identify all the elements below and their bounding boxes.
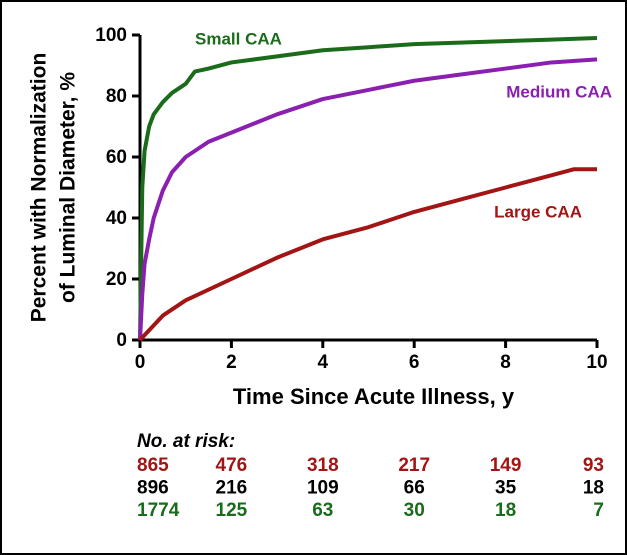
at-risk-value: 18 <box>495 500 516 521</box>
at-risk-value: 93 <box>583 455 604 476</box>
x-tick-label: 10 <box>586 352 607 373</box>
x-tick-label: 4 <box>318 352 329 373</box>
at-risk-value: 149 <box>490 455 522 476</box>
at-risk-value: 35 <box>495 478 517 499</box>
x-axis-label: Time Since Acute Illness, y <box>233 384 515 409</box>
x-tick-label: 8 <box>500 352 511 373</box>
x-tick-label: 2 <box>226 352 237 373</box>
y-tick-label: 0 <box>116 330 127 351</box>
series-line <box>138 36 598 341</box>
at-risk-value: 30 <box>404 500 425 521</box>
x-tick-label: 6 <box>409 352 420 373</box>
at-risk-value: 865 <box>137 455 169 476</box>
y-tick-label: 40 <box>106 208 127 229</box>
y-tick-label: 100 <box>95 25 127 46</box>
at-risk-value: 216 <box>216 478 248 499</box>
series-label: Small CAA <box>195 29 282 48</box>
at-risk-value: 896 <box>137 478 169 499</box>
y-tick-label: 20 <box>106 269 127 290</box>
at-risk-value: 66 <box>404 478 425 499</box>
at-risk-title: No. at risk: <box>137 431 235 452</box>
x-tick-label: 0 <box>135 352 146 373</box>
at-risk-value: 476 <box>216 455 248 476</box>
y-axis-label: of Luminal Diameter, % <box>57 72 80 303</box>
y-tick-label: 80 <box>106 86 127 107</box>
at-risk-value: 125 <box>216 500 248 521</box>
at-risk-value: 18 <box>583 478 604 499</box>
at-risk-value: 109 <box>307 478 339 499</box>
at-risk-value: 63 <box>312 500 333 521</box>
y-tick-label: 60 <box>106 147 127 168</box>
at-risk-value: 1774 <box>137 500 180 521</box>
series-label: Medium CAA <box>506 82 612 101</box>
series-line <box>138 167 597 342</box>
series-line <box>138 57 598 341</box>
at-risk-value: 7 <box>593 500 604 521</box>
at-risk-value: 217 <box>398 455 430 476</box>
at-risk-value: 318 <box>307 455 339 476</box>
series-label: Large CAA <box>494 202 582 221</box>
y-axis-label: Percent with Normalization <box>28 53 51 323</box>
